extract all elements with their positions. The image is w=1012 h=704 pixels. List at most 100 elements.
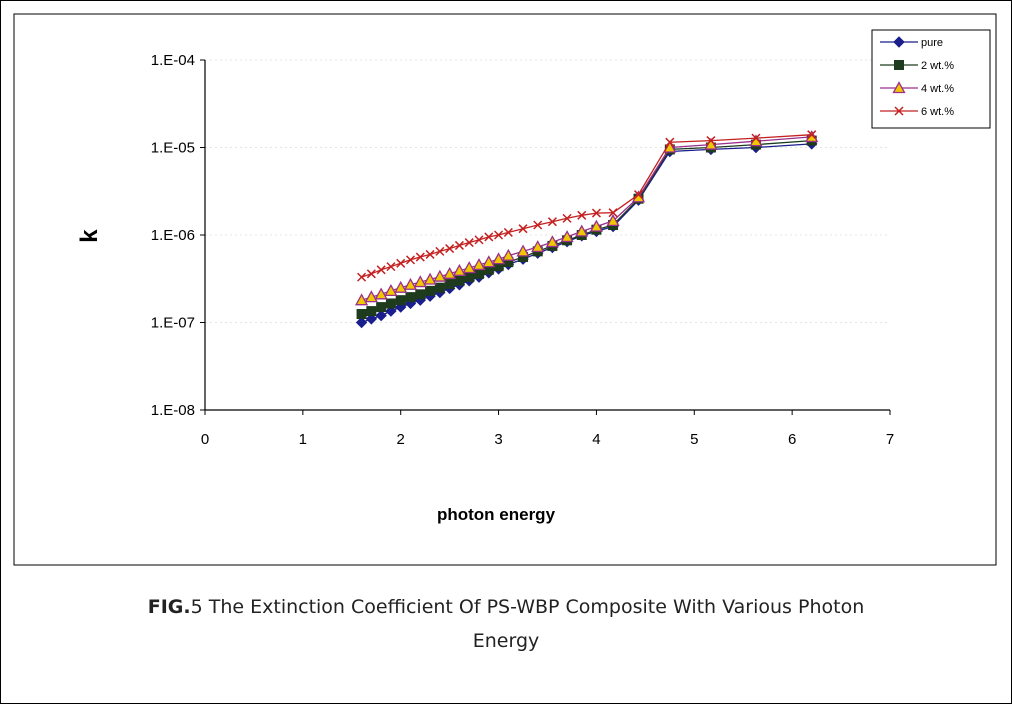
caption-fig-label: FIG. xyxy=(147,596,191,618)
data-point xyxy=(425,249,435,259)
data-point xyxy=(376,302,387,313)
x-marker-stroke xyxy=(464,238,474,248)
data-point xyxy=(494,230,504,240)
x-marker-stroke xyxy=(591,208,601,218)
legend-label: 4 wt.% xyxy=(921,83,954,95)
x-tick-label: 6 xyxy=(788,431,796,448)
legend-label: 6 wt.% xyxy=(921,106,954,118)
data-point xyxy=(375,309,387,322)
data-point xyxy=(484,232,494,242)
x-marker-stroke xyxy=(807,130,817,140)
x-marker-stroke xyxy=(454,240,464,250)
x-marker-stroke xyxy=(494,230,504,240)
data-point xyxy=(545,235,559,248)
x-marker-stroke xyxy=(376,265,386,275)
data-point xyxy=(665,137,675,147)
data-point xyxy=(364,290,378,303)
series-6-wt- xyxy=(357,130,817,282)
x-tick-label: 7 xyxy=(886,431,894,448)
data-point xyxy=(433,269,447,282)
x-marker-stroke xyxy=(894,106,904,116)
legend-box xyxy=(871,29,991,129)
data-point xyxy=(434,282,445,293)
data-point xyxy=(405,292,416,303)
legend: pure 2 wt.% 4 wt.% 6 wt.% xyxy=(871,29,991,129)
data-point xyxy=(384,284,398,296)
legend-label: 2 wt.% xyxy=(921,60,954,72)
x-marker-stroke xyxy=(405,255,416,265)
data-point xyxy=(405,255,416,265)
data-point xyxy=(606,214,620,227)
x-marker-stroke xyxy=(425,249,435,259)
data-point xyxy=(357,272,367,282)
x-tick-label: 3 xyxy=(494,431,502,448)
plot-area: 1.E-08 1.E-07 1.E-06 1.E-05 1.E-04 0 1 2 3 4 5 6 7 xyxy=(151,52,894,448)
data-point xyxy=(395,295,406,306)
data-point xyxy=(354,293,369,306)
legend-marker xyxy=(892,81,906,94)
x-marker-stroke xyxy=(562,213,572,223)
data-point xyxy=(396,258,406,268)
data-point xyxy=(454,275,465,286)
data-point xyxy=(608,208,618,218)
data-point xyxy=(355,316,368,329)
data-point xyxy=(423,272,437,285)
data-point xyxy=(415,289,426,300)
data-point xyxy=(374,287,388,300)
y-tick-label: 1.E-04 xyxy=(151,52,195,69)
data-point xyxy=(366,306,377,317)
legend-item: 4 wt.% xyxy=(880,81,954,95)
data-point xyxy=(444,279,455,290)
data-point xyxy=(366,269,376,279)
x-marker-stroke xyxy=(435,246,445,256)
chart-area-border xyxy=(13,13,997,566)
x-marker-stroke xyxy=(396,258,406,268)
data-point xyxy=(435,246,445,256)
data-point xyxy=(560,230,574,243)
x-marker-stroke xyxy=(518,224,528,234)
x-marker-stroke xyxy=(665,137,675,147)
data-point xyxy=(518,224,528,234)
x-axis-ticks: 0 1 2 3 4 5 6 7 xyxy=(201,410,894,448)
data-point xyxy=(751,133,761,143)
data-point xyxy=(503,227,513,237)
series-layer xyxy=(354,130,819,329)
caption-line-2: Energy xyxy=(472,630,540,652)
data-point xyxy=(462,261,476,274)
data-point xyxy=(491,252,506,265)
data-point xyxy=(365,313,378,325)
data-point xyxy=(547,217,557,227)
data-point xyxy=(445,244,455,254)
data-point xyxy=(403,277,418,290)
x-marker-stroke xyxy=(386,262,396,272)
data-point xyxy=(807,130,817,140)
data-point xyxy=(376,265,386,275)
data-point xyxy=(443,266,457,279)
data-point xyxy=(482,255,496,268)
x-tick-label: 0 xyxy=(201,431,209,448)
data-point xyxy=(575,224,589,237)
data-point xyxy=(415,252,425,262)
x-tick-label: 4 xyxy=(592,431,600,448)
data-point xyxy=(474,268,484,279)
y-axis-ticks: 1.E-08 1.E-07 1.E-06 1.E-05 1.E-04 xyxy=(151,52,205,419)
legend-item: 2 wt.% xyxy=(880,60,954,72)
x-marker-stroke xyxy=(366,269,376,279)
data-point xyxy=(501,248,515,261)
x-marker-stroke xyxy=(608,208,618,218)
data-point xyxy=(706,136,716,146)
legend-marker xyxy=(893,36,905,48)
series-line xyxy=(361,134,812,278)
x-tick-label: 2 xyxy=(397,431,405,448)
caption-line-1: 5 The Extinction Coefficient Of PS-WBP C… xyxy=(190,596,865,618)
x-tick-label: 5 xyxy=(690,431,698,448)
data-point xyxy=(531,240,545,253)
data-point xyxy=(452,263,467,276)
y-tick-label: 1.E-07 xyxy=(151,315,195,332)
legend-marker xyxy=(894,60,904,70)
y-axis-title: k xyxy=(76,229,103,243)
legend-marker xyxy=(894,106,904,116)
data-point xyxy=(385,298,396,309)
x-marker-stroke xyxy=(474,235,484,245)
